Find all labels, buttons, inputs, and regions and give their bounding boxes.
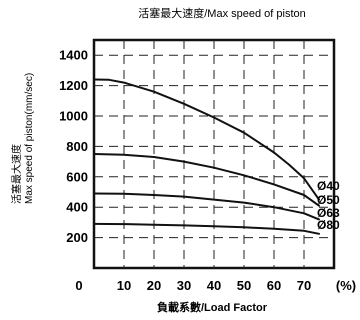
y-tick-label: 600 <box>66 169 88 184</box>
series-label: Ø80 <box>317 218 340 232</box>
y-tick-labels: 200 400 600 800 1000 1200 1400 <box>59 48 88 245</box>
y-tick-label: 400 <box>66 200 88 215</box>
series-line-2 <box>93 153 320 207</box>
x-unit-label: (%) <box>336 278 356 293</box>
y-axis-label-en: Max speed of piston(mm/sec) <box>24 73 35 204</box>
x-tick-label: 20 <box>147 278 161 293</box>
plot-area <box>92 38 336 270</box>
x-tick-labels: 10 20 30 40 50 60 70 <box>117 278 311 293</box>
series-line-1 <box>93 78 320 201</box>
origin-label: 0 <box>75 278 82 293</box>
series-line-4 <box>93 222 320 235</box>
series-label: Ø40 <box>317 179 340 193</box>
chart-title: 活塞最大速度/Max speed of piston <box>138 6 306 20</box>
series-label: Ø50 <box>317 193 340 207</box>
x-tick-label: 40 <box>207 278 221 293</box>
y-axis-label: 活塞最大速度 Max speed of piston(mm/sec) <box>10 73 35 204</box>
series-label: Ø63 <box>317 206 340 220</box>
y-tick-label: 1000 <box>59 109 88 124</box>
grid-lines <box>94 40 334 268</box>
x-tick-label: 50 <box>237 278 251 293</box>
series-line-3 <box>93 192 320 221</box>
y-tick-label: 1200 <box>59 78 88 93</box>
y-axis-label-cn: 活塞最大速度 <box>10 144 23 204</box>
x-tick-label: 60 <box>267 278 281 293</box>
x-tick-label: 30 <box>177 278 191 293</box>
x-tick-label: 10 <box>117 278 131 293</box>
series-lines <box>93 78 320 235</box>
x-axis-label: 負載系數/Load Factor <box>157 300 268 314</box>
y-tick-label: 800 <box>66 139 88 154</box>
x-tick-label: 70 <box>297 278 311 293</box>
y-tick-label: 1400 <box>59 48 88 63</box>
y-tick-label: 200 <box>66 230 88 245</box>
